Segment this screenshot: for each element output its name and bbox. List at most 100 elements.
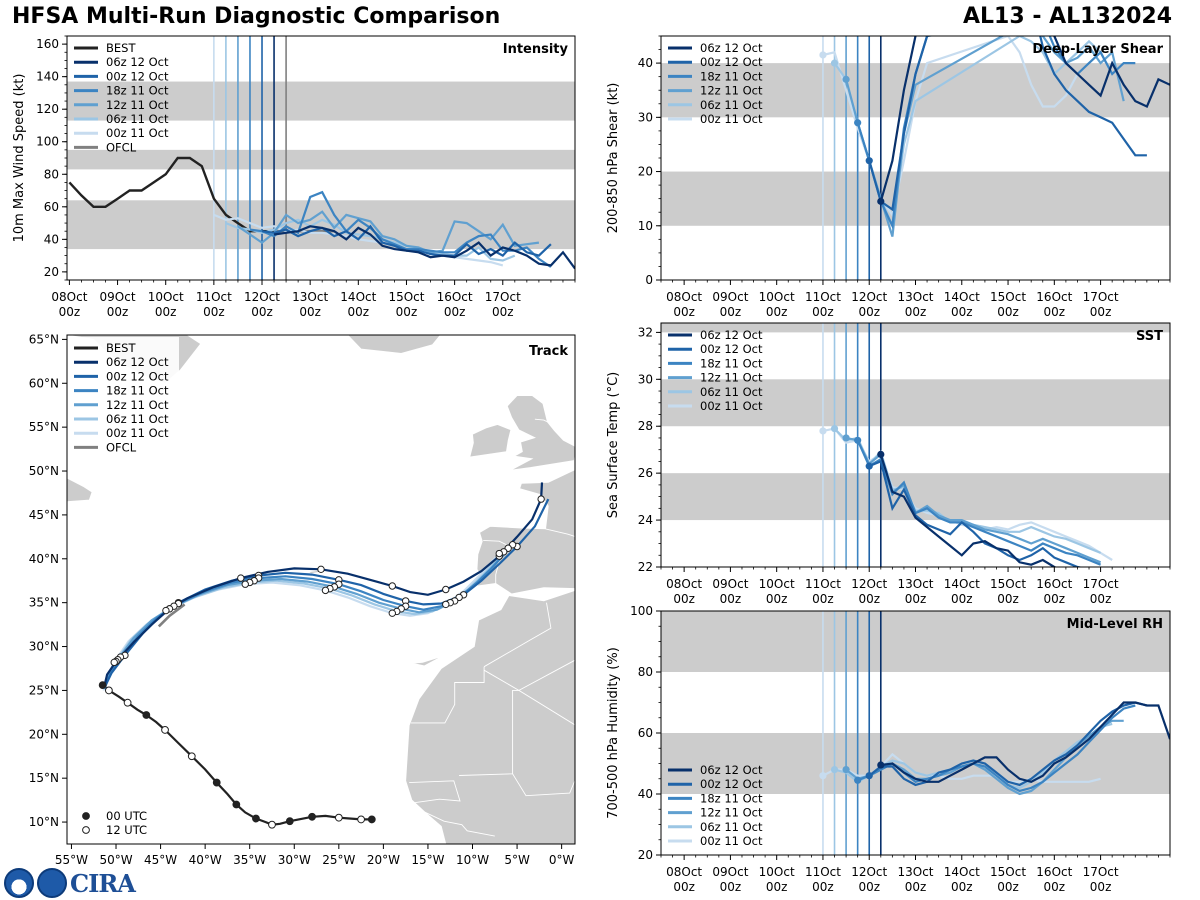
x-tick-label: 00z [997,880,1019,894]
map-frame [66,334,576,845]
x-tick-label: 08Oct [51,290,87,304]
x-tick-label: 10Oct [759,290,795,304]
legend-label: 18z 11 Oct [106,84,169,98]
noaa-logo-icon [4,868,34,898]
y-tick-label: 80 [44,167,59,181]
y-tick-label: 20 [638,165,653,179]
lat-tick-label: 55°N [29,420,59,434]
series-start-point [842,75,850,83]
y-tick-label: 140 [36,70,59,84]
y-tick-label: 28 [638,419,653,433]
country-border [512,773,575,797]
panel-title: Deep-Layer Shear [1032,42,1163,57]
lat-tick-label: 20°N [29,727,59,741]
plot-area [661,323,1170,567]
best-track-line [68,156,275,233]
legend-label: 18z 11 Oct [700,356,763,370]
x-tick-label: 00z [1044,305,1066,319]
x-tick-label: 12Oct [851,865,887,879]
y-axis-label: 10m Max Wind Speed (kt) [12,74,27,243]
series-start-point [877,450,885,458]
x-tick-label: 00z [1090,592,1112,606]
track-marker-12utc [357,815,366,824]
x-tick-label: 00z [997,305,1019,319]
shade-band [661,323,1170,333]
y-tick-label: 22 [638,560,653,574]
x-tick-label: 00z [951,880,973,894]
series-line [879,454,1058,567]
series-start-point [842,766,850,774]
series-line [879,36,1170,202]
legend-label: 00z 12 Oct [700,55,763,69]
x-tick-label: 00z [203,305,225,319]
panel-title: Intensity [503,42,569,57]
y-tick-label: 60 [638,726,653,740]
x-tick-label: 12Oct [851,290,887,304]
track-marker-12utc [161,726,169,734]
panel-title: Mid-Level RH [1067,617,1163,632]
track-marker-12utc [317,565,325,574]
lon-tick-label: 45°W [144,853,177,867]
x-tick-label: 00z [155,305,177,319]
legend-label: 12z 11 Oct [700,84,763,98]
legend-label: 06z 11 Oct [106,412,169,426]
x-tick-label: 00z [59,305,81,319]
legend-label: 18z 11 Oct [700,69,763,83]
track-marker-12utc [104,686,113,695]
x-tick-label: 13Oct [897,290,933,304]
x-tick-label: 00z [905,592,927,606]
y-tick-label: 20 [44,265,59,279]
x-tick-label: 00z [905,305,927,319]
y-axis-label: 200-850 hPa Shear (kt) [606,83,621,234]
x-tick-label: 00z [766,880,788,894]
lat-tick-label: 10°N [29,815,59,829]
panel-title: Track [529,344,568,359]
x-tick-label: 12Oct [244,290,280,304]
panel-shear: 01020304008Oct00z09Oct00z10Oct00z11Oct00… [606,35,1171,319]
series-start-point [877,761,885,769]
x-tick-label: 17Oct [1083,290,1119,304]
plot-area [661,611,1170,855]
track-marker-00utc [212,778,221,787]
legend-label: 06z 11 Oct [106,112,169,126]
x-tick-label: 17Oct [1083,577,1119,591]
track-marker-00utc [232,800,241,809]
x-tick-label: 16Oct [1036,577,1072,591]
x-tick-label: 17Oct [485,290,521,304]
x-tick-label: 10Oct [759,577,795,591]
track-marker-12utc [321,586,330,595]
country-border [459,669,521,776]
marker-legend-12utc [82,826,90,834]
track-marker-00utc [142,711,151,719]
legend-label: 00z 11 Oct [700,399,763,413]
x-tick-label: 14Oct [944,865,980,879]
x-tick-label: 13Oct [897,577,933,591]
y-tick-label: 26 [638,466,653,480]
track-marker-12utc [187,752,196,761]
logo-group: CIRA [4,868,136,898]
x-tick-label: 08Oct [666,865,702,879]
x-tick-label: 00z [673,305,695,319]
x-tick-label: 00z [997,592,1019,606]
country-border [409,780,461,804]
track-marker-12utc [442,585,450,594]
legend-label: 06z 12 Oct [700,41,763,55]
page-title: HFSA Multi-Run Diagnostic Comparison [12,4,501,29]
lat-tick-label: 25°N [29,683,59,697]
x-tick-label: 10Oct [759,865,795,879]
x-tick-label: 00z [1044,880,1066,894]
series-start-point [819,51,827,59]
lon-tick-label: 20°W [367,853,400,867]
legend-label: 06z 11 Oct [700,385,763,399]
track-marker-12utc [442,600,450,609]
x-tick-label: 14Oct [944,577,980,591]
x-tick-label: 15Oct [388,290,424,304]
legend-label: 06z 12 Oct [700,328,763,342]
iceland-land [347,335,441,354]
x-tick-label: 00z [858,880,880,894]
track-marker-00utc [367,815,376,824]
x-tick-label: 00z [107,305,129,319]
lon-tick-label: 35°W [233,853,266,867]
x-tick-label: 00z [766,305,788,319]
